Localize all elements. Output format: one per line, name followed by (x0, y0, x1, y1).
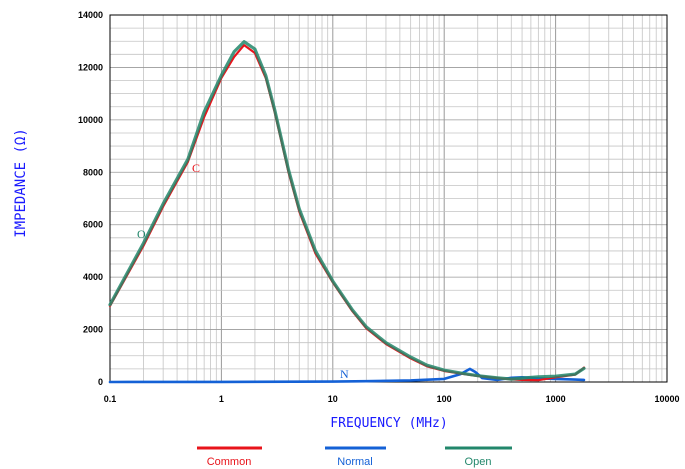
plot-grid (109, 14, 667, 383)
x-tick-labels: 0.1 1 10 100 1000 10000 (104, 394, 680, 404)
curve-label-common: C (192, 161, 200, 175)
y-tick-label: 4000 (83, 272, 103, 282)
y-tick-label: 14000 (78, 10, 103, 20)
y-tick-label: 10000 (78, 115, 103, 125)
legend-item-common: Common (197, 446, 262, 468)
x-axis-title: FREQUENCY (MHz) (330, 416, 447, 431)
x-tick-label: 10 (328, 394, 338, 404)
curve-labels: C N O (137, 161, 349, 381)
y-tick-labels: 0 2000 4000 6000 8000 10000 12000 14000 (78, 10, 103, 387)
x-tick-label: 1 (219, 394, 224, 404)
legend-item-open: Open (445, 446, 512, 468)
y-tick-label: 0 (98, 377, 103, 387)
series-line-open (108, 40, 586, 381)
x-tick-label: 100 (437, 394, 452, 404)
x-tick-label: 10000 (654, 394, 679, 404)
legend-label-normal: Normal (337, 456, 372, 468)
y-tick-label: 8000 (83, 167, 103, 177)
x-tick-label: 0.1 (104, 394, 117, 404)
legend-item-normal: Normal (325, 446, 386, 468)
curve-label-open: O (137, 227, 146, 241)
curve-label-normal: N (340, 367, 349, 381)
legend: Common Normal Open (197, 446, 512, 468)
y-axis-title: IMPEDANCE (Ω) (13, 128, 29, 238)
y-tick-label: 6000 (83, 220, 103, 230)
y-tick-label: 12000 (78, 62, 103, 72)
legend-label-open: Open (465, 456, 492, 468)
y-tick-label: 2000 (83, 325, 103, 335)
series-lines (108, 40, 586, 384)
x-tick-label: 1000 (546, 394, 566, 404)
legend-label-common: Common (207, 456, 252, 468)
